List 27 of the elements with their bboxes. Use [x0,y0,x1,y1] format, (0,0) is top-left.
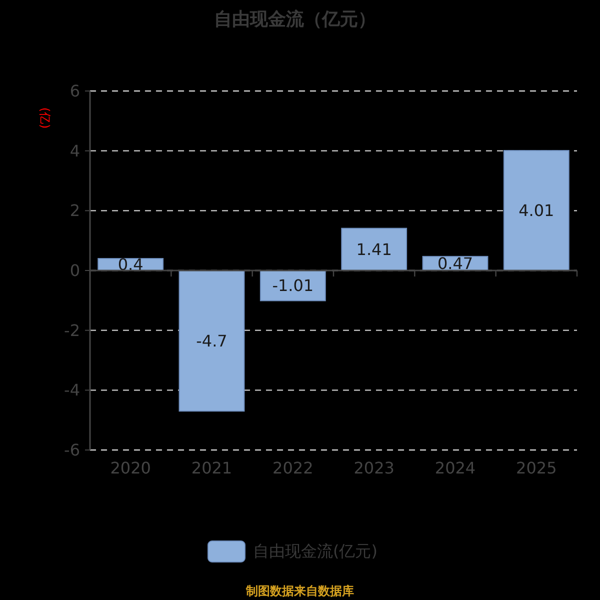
data-label: 1.41 [356,240,392,259]
legend-label: 自由现金流(亿元) [253,542,378,560]
x-tick-label: 2024 [434,458,476,478]
data-label: -1.01 [272,276,314,296]
data-label: -4.7 [196,331,228,350]
x-tick-label: 2022 [272,458,314,478]
chart-title: 自由现金流（亿元） [214,9,376,30]
y-tick-label: -4 [64,380,80,400]
y-axis-title: (亿) [38,107,52,129]
data-label: 4.01 [518,201,554,220]
y-tick-label: 4 [70,141,80,160]
x-tick-label: 2020 [110,458,151,478]
bar [178,270,245,412]
data-label: 0.47 [437,254,474,273]
y-tick-label: -2 [64,320,80,340]
bar [503,150,570,271]
y-tick-label: 2 [70,201,80,220]
x-tick-label: 2023 [354,458,394,478]
y-tick-label: 0 [70,261,80,280]
y-tick-label: -6 [64,440,80,460]
text: 制图数据来自数据库 [245,584,354,598]
y-tick-label: 6 [70,82,80,100]
bar [341,228,408,271]
data-label: 0.4 [118,255,144,274]
x-tick-label: 2021 [191,458,232,478]
legend: 自由现金流(亿元) [208,540,378,562]
x-tick-label: 2025 [516,458,557,478]
